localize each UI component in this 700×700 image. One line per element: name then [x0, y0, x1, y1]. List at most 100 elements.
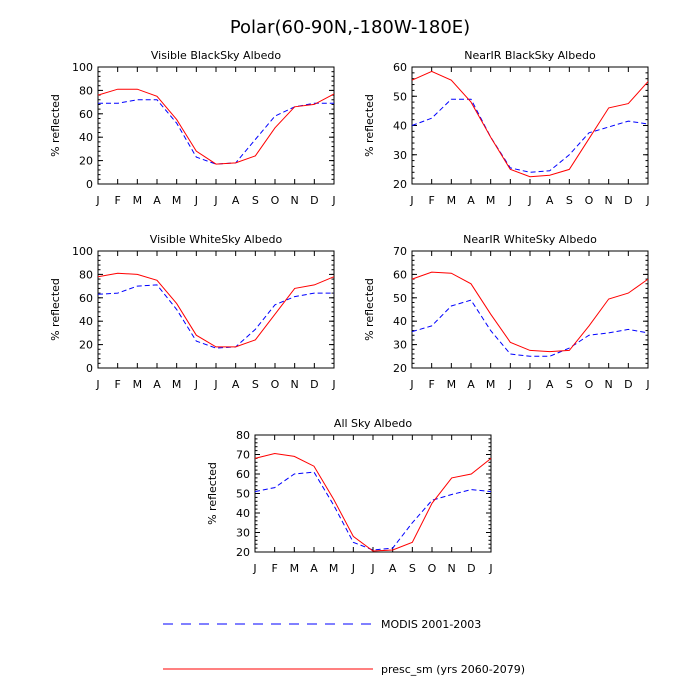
y-tick-label: 100: [72, 245, 93, 258]
y-tick-label: 20: [236, 546, 250, 559]
x-tick-label: J: [213, 194, 217, 207]
x-tick-label: A: [232, 378, 240, 391]
x-tick-label: O: [271, 194, 280, 207]
x-tick-label: A: [467, 378, 475, 391]
x-tick-label: M: [172, 378, 182, 391]
chart-panel-1: Visible BlackSky Albedo % reflected 0 20 40 6…: [49, 49, 336, 207]
x-tick-label: O: [585, 194, 594, 207]
x-tick-label: S: [252, 194, 259, 207]
x-tick-label: D: [467, 562, 475, 575]
x-tick-label: M: [133, 378, 143, 391]
x-tick-label: J: [194, 194, 198, 207]
series-line-modis: [254, 471, 492, 551]
x-tick-label: A: [153, 378, 161, 391]
y-tick-label: 70: [236, 449, 250, 462]
x-tick-label: J: [252, 562, 256, 575]
x-tick-label: S: [409, 562, 416, 575]
y-tick-label: 20: [79, 155, 93, 168]
y-tick-label: 30: [236, 527, 250, 540]
series-line-model: [254, 452, 492, 552]
x-tick-label: M: [172, 194, 182, 207]
y-tick-label: 20: [79, 339, 93, 352]
chart-panel-3: Visible WhiteSky Albedo % reflected 0 20 40 6…: [49, 233, 336, 391]
x-tick-label: M: [486, 378, 496, 391]
x-tick-label: F: [115, 194, 121, 207]
panel-title: All Sky Albedo: [334, 417, 412, 430]
x-tick-label: J: [331, 378, 335, 391]
plot-frame: [411, 250, 649, 369]
y-tick-label: 0: [86, 178, 93, 191]
chart-panel-2: NearIR BlackSky Albedo % reflected 20 30 40 5…: [363, 49, 650, 207]
panel-title: NearIR BlackSky Albedo: [464, 49, 596, 62]
x-tick-label: J: [527, 194, 531, 207]
x-tick-label: J: [527, 378, 531, 391]
y-tick-label: 20: [393, 178, 407, 191]
x-tick-label: J: [645, 194, 649, 207]
x-tick-label: M: [486, 194, 496, 207]
x-tick-label: A: [153, 194, 161, 207]
plot-frame: [97, 250, 335, 369]
x-tick-label: O: [428, 562, 437, 575]
x-tick-label: N: [605, 378, 613, 391]
x-tick-label: J: [508, 378, 512, 391]
x-tick-label: J: [370, 562, 374, 575]
x-tick-label: D: [624, 194, 632, 207]
x-tick-label: F: [429, 194, 435, 207]
series-line-model: [411, 70, 649, 178]
series-line-modis: [411, 98, 649, 173]
y-tick-label: 50: [236, 488, 250, 501]
x-tick-label: O: [585, 378, 594, 391]
x-tick-label: S: [566, 194, 573, 207]
x-tick-label: O: [271, 378, 280, 391]
y-tick-label: 60: [393, 268, 407, 281]
x-tick-label: S: [566, 378, 573, 391]
x-tick-label: A: [389, 562, 397, 575]
plot-frame: [254, 434, 492, 553]
series-line-model: [411, 271, 649, 353]
x-tick-label: F: [272, 562, 278, 575]
y-tick-label: 40: [236, 507, 250, 520]
x-tick-label: J: [409, 194, 413, 207]
y-tick-label: 20: [393, 362, 407, 375]
x-tick-label: J: [645, 378, 649, 391]
y-tick-label: 50: [393, 292, 407, 305]
y-tick-label: 0: [86, 362, 93, 375]
x-tick-label: J: [409, 378, 413, 391]
legend: MODIS 2001-2003 presc_sm (yrs 2060-2079): [163, 618, 525, 676]
x-tick-label: D: [310, 194, 318, 207]
y-axis-label: % reflected: [206, 462, 219, 525]
y-tick-label: 80: [79, 268, 93, 281]
x-tick-label: M: [133, 194, 143, 207]
y-tick-label: 80: [236, 429, 250, 442]
y-tick-label: 100: [72, 61, 93, 74]
y-tick-label: 70: [393, 245, 407, 258]
x-tick-label: M: [447, 378, 457, 391]
y-axis-label: % reflected: [49, 278, 62, 341]
legend-modis-label: MODIS 2001-2003: [381, 618, 481, 631]
x-tick-label: A: [310, 562, 318, 575]
x-tick-label: J: [95, 378, 99, 391]
y-tick-label: 40: [79, 131, 93, 144]
y-axis-label: % reflected: [49, 94, 62, 157]
y-tick-label: 40: [393, 315, 407, 328]
x-tick-label: M: [329, 562, 339, 575]
x-tick-label: N: [448, 562, 456, 575]
x-tick-label: J: [488, 562, 492, 575]
chart-panel-5: All Sky Albedo % reflected 20 30 40 50 60 70 80 J…: [206, 417, 493, 575]
y-axis-label: % reflected: [363, 94, 376, 157]
x-tick-label: J: [508, 194, 512, 207]
x-tick-label: D: [624, 378, 632, 391]
x-tick-label: N: [291, 378, 299, 391]
y-tick-label: 60: [79, 108, 93, 121]
panel-title: NearIR WhiteSky Albedo: [463, 233, 597, 246]
x-tick-label: N: [605, 194, 613, 207]
y-tick-label: 60: [393, 61, 407, 74]
x-tick-label: F: [115, 378, 121, 391]
plot-frame: [97, 66, 335, 185]
series-line-modis: [98, 99, 334, 165]
panel-title: Visible BlackSky Albedo: [151, 49, 281, 62]
x-tick-label: D: [310, 378, 318, 391]
series-line-modis: [97, 284, 334, 349]
x-tick-label: J: [213, 378, 217, 391]
